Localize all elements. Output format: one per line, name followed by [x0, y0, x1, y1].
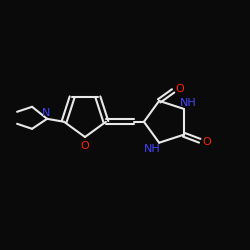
Text: NH: NH	[144, 144, 160, 154]
Text: N: N	[42, 108, 50, 118]
Text: O: O	[176, 84, 184, 94]
Text: O: O	[202, 137, 211, 147]
Text: NH: NH	[180, 98, 197, 108]
Text: O: O	[80, 141, 90, 151]
